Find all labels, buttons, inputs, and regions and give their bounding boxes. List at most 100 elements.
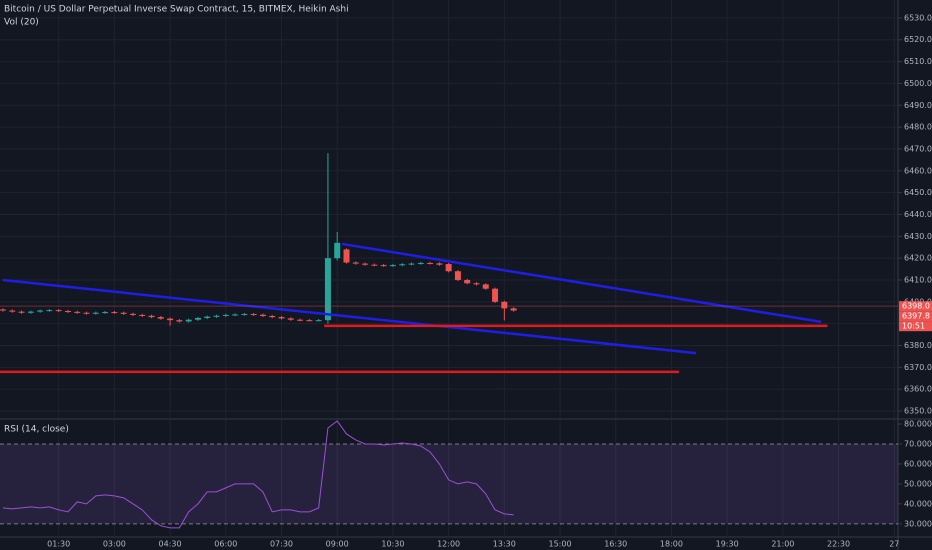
candle-body	[74, 311, 81, 313]
y-tick-label: 6530.0	[904, 13, 932, 22]
x-tick-label: 09:00	[326, 540, 349, 549]
candle-body	[176, 320, 183, 322]
y-tick-label: 6520.0	[904, 35, 932, 44]
y-tick-label: 6430.0	[904, 232, 932, 241]
candle-body	[492, 288, 499, 302]
candle-body	[417, 262, 424, 264]
candle-body	[129, 313, 136, 315]
x-tick-label: 06:00	[214, 540, 237, 549]
x-tick-label: 03:00	[103, 540, 126, 549]
candle-body	[55, 310, 62, 312]
y-tick-label: 6450.0	[904, 188, 932, 197]
grid	[0, 0, 898, 537]
trend-line	[341, 242, 822, 324]
candle-body	[352, 262, 359, 264]
y-tick-label: 6410.0	[904, 275, 932, 284]
candle-body	[259, 314, 266, 317]
candle-body	[148, 315, 155, 318]
candle-body	[482, 284, 489, 289]
rsi-tick-label: 40.0000	[904, 499, 932, 508]
rsi-line	[2, 420, 514, 529]
candle-body	[0, 309, 6, 311]
x-tick-label: 16:30	[604, 540, 627, 549]
chart-title: Bitcoin / US Dollar Perpetual Inverse Sw…	[4, 5, 349, 15]
y-tick-label: 6380.0	[904, 341, 932, 350]
x-tick-label: 19:30	[716, 540, 739, 549]
y-tick-label: 6500.0	[904, 79, 932, 88]
rsi-tick-label: 30.0000	[904, 519, 932, 528]
y-tick-label: 6480.0	[904, 123, 932, 132]
candle-body	[315, 320, 322, 322]
volume-label: Vol (20)	[4, 18, 39, 28]
y-tick-label: 6470.0	[904, 144, 932, 153]
x-tick-label: 07:30	[270, 540, 293, 549]
x-tick-label: 04:30	[159, 540, 182, 549]
countdown: 10:51	[902, 322, 925, 331]
candle-body	[408, 263, 415, 265]
candle-body	[427, 262, 434, 264]
price-label-box	[899, 311, 932, 322]
price-label: 6397.8	[902, 312, 930, 321]
candle-body	[9, 310, 16, 312]
y-tick-label: 6420.0	[904, 254, 932, 263]
x-tick-label: 22:30	[827, 540, 850, 549]
candle-body	[37, 310, 44, 312]
rsi-label: RSI (14, close)	[4, 425, 69, 435]
y-tick-label: 6440.0	[904, 210, 932, 219]
candle-body	[278, 317, 285, 319]
candle-body	[464, 279, 471, 284]
candle-body	[204, 316, 211, 318]
candle-body	[287, 318, 294, 320]
candle-body	[102, 312, 109, 314]
candle-body	[334, 242, 341, 259]
candle-body	[120, 312, 127, 314]
candle-body	[64, 310, 71, 312]
candle-body	[297, 319, 304, 321]
candle-body	[46, 310, 53, 312]
candle-body	[445, 264, 452, 272]
candle-body	[306, 320, 313, 322]
candle-body	[232, 314, 239, 316]
candle-body	[399, 264, 406, 266]
candle-body	[473, 283, 480, 285]
candle-body	[510, 308, 517, 311]
y-tick-label: 6360.0	[904, 385, 932, 394]
y-tick-label: 6370.0	[904, 363, 932, 372]
x-tick-label: 21:00	[771, 540, 794, 549]
price-label-box	[899, 301, 932, 312]
rsi-band	[0, 443, 898, 524]
candle-body	[111, 312, 118, 314]
rsi-tick-label: 60.0000	[904, 459, 932, 468]
x-tick-label: 27	[889, 540, 899, 549]
candle-body	[213, 315, 220, 317]
y-tick-label: 6460.0	[904, 166, 932, 175]
candle-body	[157, 317, 164, 319]
candle-body	[501, 301, 508, 309]
price-label: 6398.0	[902, 302, 930, 311]
candle-body	[324, 258, 331, 321]
candle-body	[454, 271, 461, 280]
plot	[0, 153, 898, 529]
x-tick-label: 15:00	[549, 540, 572, 549]
candle-body	[436, 263, 443, 265]
candle-body	[269, 316, 276, 318]
candle-body	[139, 314, 146, 316]
candle-body	[167, 318, 174, 321]
x-tick-label: 12:00	[437, 540, 460, 549]
candle-body	[185, 319, 192, 322]
candle-body	[380, 265, 387, 267]
candle-body	[343, 249, 350, 263]
candle-body	[371, 264, 378, 266]
x-tick-label: 13:30	[493, 540, 516, 549]
candle-body	[389, 265, 396, 267]
x-tick-label: 01:30	[47, 540, 70, 549]
candle-body	[27, 311, 34, 313]
rsi-tick-label: 70.0000	[904, 439, 932, 448]
y-tick-label: 6350.0	[904, 407, 932, 416]
candle-body	[250, 314, 257, 316]
countdown-box	[899, 321, 932, 332]
y-tick-label: 6490.0	[904, 101, 932, 110]
candle-body	[83, 312, 90, 314]
candle-body	[222, 314, 229, 316]
